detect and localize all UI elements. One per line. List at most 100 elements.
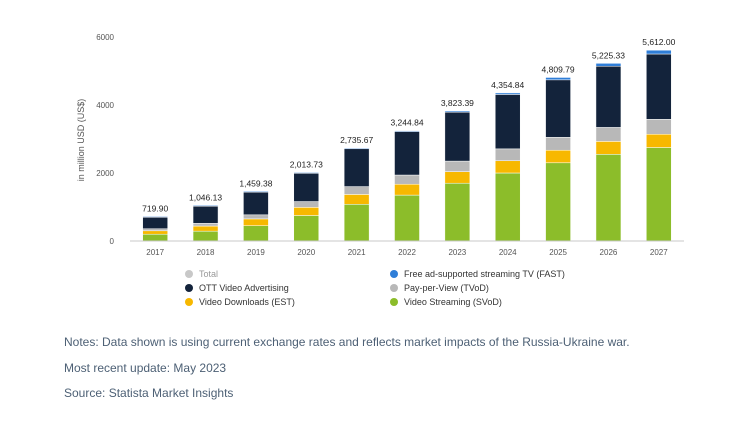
x-tick-label: 2026 — [600, 248, 618, 257]
total-data-label: 5,225.33 — [592, 50, 625, 60]
legend-item-total[interactable]: Total — [185, 269, 218, 279]
bar-segment[interactable] — [444, 160, 471, 172]
bar-segment[interactable] — [293, 215, 320, 242]
bar-segment[interactable] — [142, 230, 168, 235]
bar-segment[interactable] — [394, 174, 420, 185]
bar-segment[interactable] — [343, 194, 370, 205]
bar-segment[interactable] — [343, 186, 370, 195]
legend-label: Free ad-supported streaming TV (FAST) — [404, 269, 565, 279]
bar-segment[interactable] — [595, 127, 622, 142]
bar-segment[interactable] — [192, 225, 219, 232]
bar-segment[interactable] — [142, 233, 168, 242]
bar-segment[interactable] — [243, 191, 269, 193]
source-link[interactable]: Source: Statista Market Insights — [64, 386, 234, 400]
total-data-label: 2,735.67 — [340, 135, 373, 145]
total-data-label: 4,809.79 — [542, 64, 575, 74]
legend-item-tvod[interactable]: Pay-per-View (TVoD) — [390, 283, 489, 293]
x-tick-label: 2023 — [448, 248, 466, 257]
total-data-label: 1,046.13 — [189, 192, 222, 202]
bar-segment[interactable] — [646, 53, 672, 120]
x-tick-label: 2022 — [398, 248, 416, 257]
bar-segment[interactable] — [192, 205, 219, 207]
bar-segment[interactable] — [444, 110, 471, 113]
bar-segment[interactable] — [444, 111, 471, 162]
total-data-label: 2,013.73 — [290, 160, 323, 170]
legend-item-svod[interactable]: Video Streaming (SVoD) — [390, 297, 502, 307]
legend-item-ott-advertising[interactable]: OTT Video Advertising — [185, 283, 289, 293]
bar-segment[interactable] — [494, 92, 521, 95]
y-tick-label: 2000 — [96, 169, 114, 178]
legend-dot-icon — [185, 284, 193, 292]
x-tick-label: 2017 — [146, 248, 164, 257]
bar-segment[interactable] — [394, 194, 420, 242]
bar-segment[interactable] — [545, 79, 571, 138]
update-text: Most recent update: May 2023 — [64, 361, 227, 375]
bar-segment[interactable] — [444, 182, 471, 242]
bar-segment[interactable] — [243, 214, 269, 220]
y-axis: 0 2000 4000 6000 — [96, 33, 114, 246]
bar-segment[interactable] — [494, 160, 521, 174]
bar-segment[interactable] — [595, 63, 622, 67]
bar-segment[interactable] — [646, 119, 672, 135]
x-axis-labels: 2017 2018 2019 2020 2021 2022 2023 2024 2025 2026… — [146, 248, 668, 257]
bar-segment[interactable] — [192, 223, 219, 227]
legend-dot-icon — [390, 270, 398, 278]
bar-segment[interactable] — [343, 147, 370, 150]
legend-label: OTT Video Advertising — [199, 283, 289, 293]
bars — [142, 49, 672, 242]
bar-segment[interactable] — [192, 230, 219, 242]
bar-segment[interactable] — [142, 216, 168, 218]
legend-label: Total — [199, 269, 219, 279]
x-tick-label: 2027 — [650, 248, 668, 257]
bar-segment[interactable] — [293, 172, 320, 174]
bar-segment[interactable] — [545, 162, 571, 242]
bar-segment[interactable] — [243, 191, 269, 216]
x-tick-label: 2019 — [247, 248, 265, 257]
bar-segment[interactable] — [545, 137, 571, 151]
bar-segment[interactable] — [545, 77, 571, 81]
legend-dot-icon — [390, 284, 398, 292]
bar-segment[interactable] — [394, 183, 420, 196]
y-tick-label: 6000 — [96, 33, 114, 42]
bar-segment[interactable] — [192, 205, 219, 224]
total-data-label: 3,244.84 — [390, 118, 423, 128]
total-data-label: 5,612.00 — [642, 37, 675, 47]
bar-segment[interactable] — [293, 207, 320, 216]
bar-segment[interactable] — [595, 65, 622, 128]
bar-segment[interactable] — [293, 172, 320, 202]
bar-segment[interactable] — [646, 49, 672, 55]
bar-segment[interactable] — [494, 172, 521, 242]
x-tick-label: 2021 — [348, 248, 366, 257]
bar-segment[interactable] — [494, 94, 521, 150]
x-tick-label: 2024 — [499, 248, 517, 257]
bar-segment[interactable] — [494, 148, 521, 162]
legend-label: Video Downloads (EST) — [199, 297, 295, 307]
bar-segment[interactable] — [444, 171, 471, 184]
x-tick-label: 2018 — [197, 248, 215, 257]
total-data-label: 719.90 — [142, 204, 168, 214]
legend-label: Pay-per-View (TVoD) — [404, 283, 489, 293]
bar-segment[interactable] — [293, 201, 320, 208]
y-tick-label: 0 — [110, 237, 115, 246]
legend-label: Video Streaming (SVoD) — [404, 297, 502, 307]
bar-segment[interactable] — [394, 130, 420, 132]
bar-segment[interactable] — [646, 133, 672, 148]
bar-segment[interactable] — [394, 131, 420, 176]
legend-dot-icon — [185, 298, 193, 306]
bar-segment[interactable] — [142, 216, 168, 230]
bar-segment[interactable] — [595, 154, 622, 242]
bar-segment[interactable] — [243, 218, 269, 226]
bar-segment[interactable] — [646, 147, 672, 242]
legend-item-fast[interactable]: Free ad-supported streaming TV (FAST) — [390, 269, 565, 279]
total-data-label: 4,354.84 — [491, 80, 524, 90]
bar-segment[interactable] — [142, 228, 168, 232]
notes-text: Notes: Data shown is using current excha… — [64, 335, 630, 349]
bar-segment[interactable] — [343, 204, 370, 242]
total-labels: 719.90 1,046.13 1,459.38 2,013.73 2,735.67 3,… — [142, 37, 675, 213]
legend-item-est[interactable]: Video Downloads (EST) — [185, 297, 295, 307]
bar-segment[interactable] — [343, 148, 370, 187]
bar-segment[interactable] — [243, 225, 269, 242]
bar-segment[interactable] — [545, 149, 571, 164]
bar-segment[interactable] — [595, 141, 622, 155]
